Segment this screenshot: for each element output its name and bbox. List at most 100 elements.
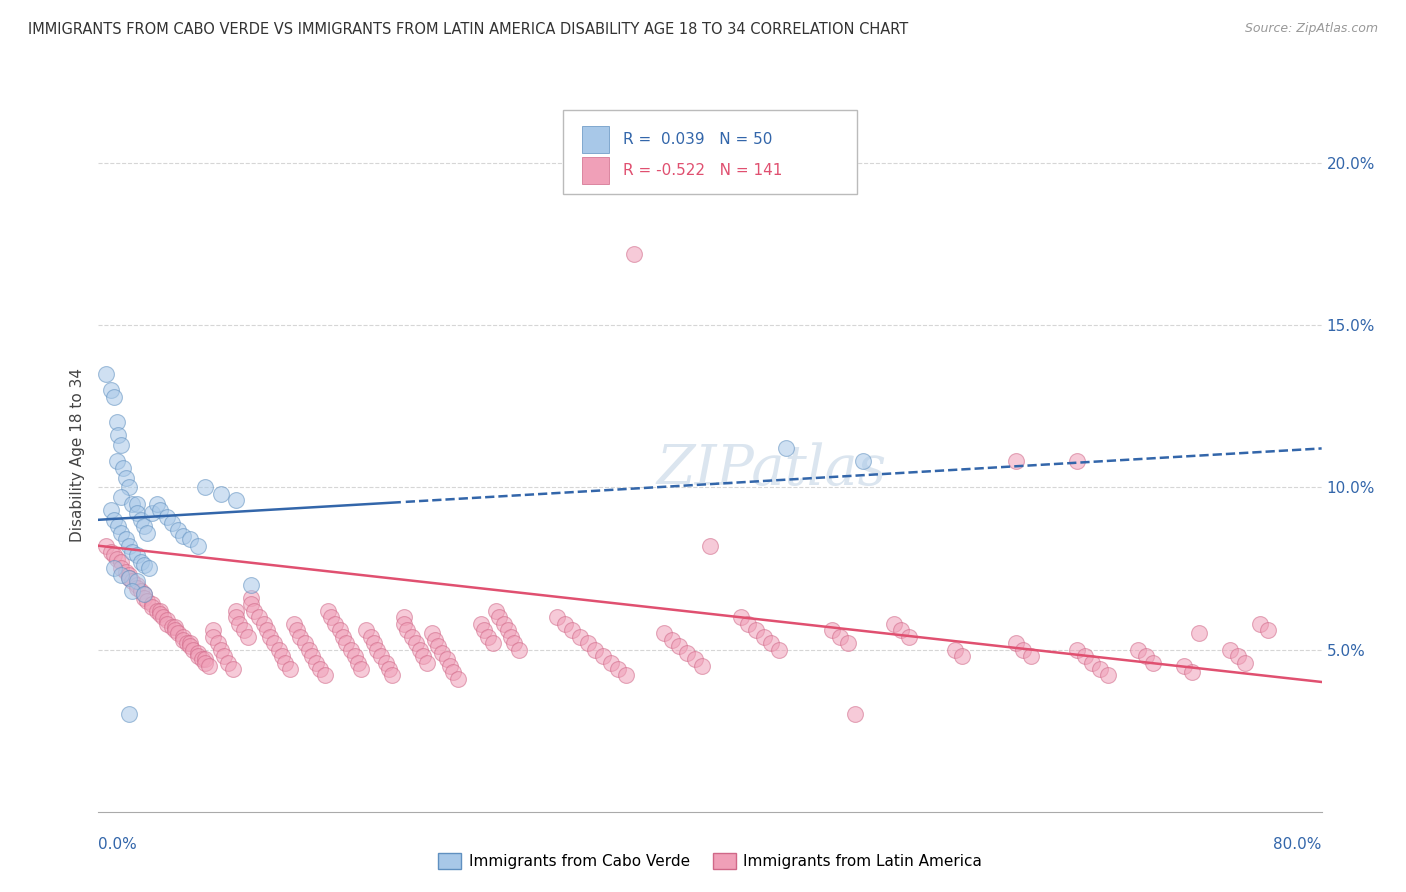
Point [1188,626,1211,640]
Point [416,656,439,670]
Point [692,658,714,673]
Point [360,630,382,644]
Point [314,668,336,682]
Point [134,587,156,601]
Point [503,636,526,650]
Point [1004,636,1026,650]
Point [405,636,427,650]
Point [232,623,254,637]
Point [325,616,347,631]
Point [94,539,117,553]
Point [125,506,148,520]
Point [212,648,235,663]
FancyBboxPatch shape [582,157,609,184]
Point [149,503,172,517]
Point [270,648,292,663]
Point [110,561,132,575]
Point [141,597,163,611]
Point [110,490,132,504]
Point [561,623,583,637]
Point [134,519,156,533]
Point [141,600,163,615]
Point [194,656,217,670]
Point [501,630,523,644]
Point [167,626,190,640]
Point [1019,648,1042,663]
Point [202,623,225,637]
Point [118,707,141,722]
Point [152,610,174,624]
Point [374,656,396,670]
Point [592,648,614,663]
Point [436,652,458,666]
Point [172,632,194,647]
Point [107,428,129,442]
Point [420,626,443,640]
Point [426,640,449,654]
Point [668,640,690,654]
Point [661,632,683,647]
Point [298,642,321,657]
Point [125,577,148,591]
Point [240,577,263,591]
Point [129,584,152,599]
Point [683,652,706,666]
Point [103,549,125,563]
Point [110,438,132,452]
Point [138,561,160,575]
Point [179,636,201,650]
Point [194,480,217,494]
Point [496,623,519,637]
Point [187,648,209,663]
Point [100,503,122,517]
Point [335,636,357,650]
Point [344,648,367,663]
Point [676,646,699,660]
Point [821,623,844,637]
Point [156,616,179,631]
Point [115,565,138,579]
Point [1173,658,1195,673]
Point [167,523,190,537]
Point [134,591,156,605]
Point [181,642,204,657]
Point [179,640,201,654]
Point [828,630,851,644]
Point [332,630,354,644]
Point [309,662,332,676]
Text: IMMIGRANTS FROM CABO VERDE VS IMMIGRANTS FROM LATIN AMERICA DISABILITY AGE 18 TO: IMMIGRANTS FROM CABO VERDE VS IMMIGRANTS… [28,22,908,37]
Point [304,656,326,670]
Point [145,604,167,618]
Point [1181,665,1204,680]
Point [103,561,125,575]
Point [187,646,209,660]
Point [100,545,122,559]
Point [207,636,229,650]
Point [160,620,183,634]
Legend: Immigrants from Cabo Verde, Immigrants from Latin America: Immigrants from Cabo Verde, Immigrants f… [432,847,988,875]
Point [118,568,141,582]
Point [1219,642,1241,657]
Point [837,636,859,650]
Point [172,630,194,644]
Point [350,662,373,676]
Point [363,636,385,650]
FancyBboxPatch shape [564,111,856,194]
Point [1097,668,1119,682]
Point [396,623,419,637]
Point [105,551,128,566]
Point [160,516,183,530]
Point [1226,648,1249,663]
Point [105,416,128,430]
Point [209,487,232,501]
Point [283,616,305,631]
Point [267,642,290,657]
Point [110,555,132,569]
Point [110,568,132,582]
Point [354,623,377,637]
Point [745,623,768,637]
Point [176,636,198,650]
Point [263,636,285,650]
Point [149,604,172,618]
Point [1004,454,1026,468]
